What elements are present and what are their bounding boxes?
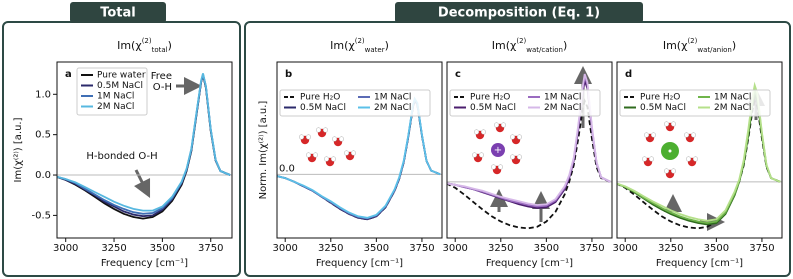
x-axis-label: Frequency [cm⁻¹] [316, 258, 403, 269]
title-part: Im(χ [492, 39, 517, 52]
panel-title: Im(χ(2)wat/anion) [663, 37, 736, 54]
axes-frame [276, 61, 443, 239]
y-tick-label: 0.0 [279, 163, 295, 174]
x-tick-label: 3250 [101, 243, 126, 254]
legend-label: 2M NaCl [714, 103, 751, 113]
x-tick-label: 3000 [612, 243, 637, 254]
x-tick-label: 3750 [198, 243, 223, 254]
legend-frame [76, 67, 148, 116]
legend-label: 0.5M NaCl [300, 103, 346, 113]
legend-label: 1M NaCl [544, 93, 581, 103]
panel-letter: a [65, 69, 72, 80]
legend-label: Pure H₂O [640, 93, 680, 103]
x-tick-label: 3750 [579, 243, 604, 254]
axes-frame [616, 61, 783, 239]
series-line [277, 97, 441, 221]
title-part: (2) [687, 37, 697, 45]
y-tick-label: -0.5 [31, 210, 51, 221]
title-part: Im(χ [663, 39, 688, 52]
x-tick-label: 3500 [704, 243, 729, 254]
title-part: total [152, 46, 168, 54]
legend-label: 2M NaCl [374, 103, 411, 113]
legend-label: Pure H₂O [300, 93, 340, 103]
axes-frame [56, 61, 233, 239]
legend-label: 0.5M NaCl [640, 103, 686, 113]
decomposition-tab [395, 2, 643, 23]
title-part: ) [168, 39, 172, 52]
panel-title: Im(χ(2)water) [330, 37, 389, 54]
title-part: water [365, 46, 385, 54]
series-line [57, 73, 231, 212]
title-part: (2) [142, 37, 152, 45]
axes-frame [446, 61, 613, 239]
y-tick-label: 0.0 [35, 170, 51, 181]
legend-frame [619, 89, 771, 117]
legend-label: Pure H₂O [470, 93, 510, 103]
series-line [277, 96, 441, 219]
title-part: (2) [355, 37, 365, 45]
x-tick-label: 3250 [318, 243, 343, 254]
panel-title: Im(χ(2)wat/cation) [492, 37, 568, 54]
tab-label: Total [100, 6, 136, 21]
legend-label: 0.5M NaCl [97, 81, 143, 91]
x-tick-label: 3750 [749, 243, 774, 254]
panel-letter: c [455, 69, 461, 80]
title-part: wat/cation [526, 46, 563, 54]
x-axis-label: Frequency [cm⁻¹] [101, 258, 188, 269]
legend-label: Pure water [97, 71, 146, 81]
series-line [447, 98, 611, 230]
title-part: ) [385, 39, 389, 52]
tab-label: Decomposition (Eq. 1) [438, 6, 600, 21]
legend-label: 1M NaCl [714, 93, 751, 103]
y-axis-label: Im(χ⁽²⁾) [a.u.] [13, 117, 24, 182]
x-tick-label: 3000 [442, 243, 467, 254]
illustration-cation: + [471, 122, 523, 175]
x-tick-label: 3500 [150, 243, 175, 254]
legend-label: 1M NaCl [97, 92, 134, 102]
annotation: Free O-H [151, 71, 172, 93]
title-part: ) [563, 39, 567, 52]
y-tick-label: 0.5 [35, 130, 51, 141]
x-axis-label: Frequency [cm⁻¹] [486, 258, 573, 269]
illustration-anion [641, 121, 699, 179]
x-tick-label: 3500 [534, 243, 559, 254]
legend-frame [449, 89, 601, 117]
x-tick-label: 3000 [272, 243, 297, 254]
x-tick-label: 3500 [364, 243, 389, 254]
panel-title: Im(χ(2)total) [117, 37, 172, 54]
illustration-water [298, 127, 357, 167]
legend-label: 2M NaCl [97, 102, 134, 112]
title-part: Im(χ [330, 39, 355, 52]
title-part: Im(χ [117, 39, 142, 52]
legend-label: 1M NaCl [374, 93, 411, 103]
series-line [617, 98, 781, 230]
legend-label: 0.5M NaCl [470, 103, 516, 113]
legend-frame [279, 89, 431, 117]
x-axis-label: Frequency [cm⁻¹] [656, 258, 743, 269]
annotation: H-bonded O-H [86, 151, 157, 162]
title-part: ) [732, 39, 736, 52]
series-line [277, 98, 441, 221]
series-line [277, 97, 441, 220]
x-tick-label: 3250 [488, 243, 513, 254]
x-tick-label: 3000 [53, 243, 78, 254]
x-tick-label: 3250 [658, 243, 683, 254]
title-part: wat/anion [697, 46, 732, 54]
panel-letter: d [625, 69, 632, 80]
x-tick-label: 3750 [409, 243, 434, 254]
panel-letter: b [285, 69, 292, 80]
legend-label: 2M NaCl [544, 103, 581, 113]
title-part: (2) [516, 37, 526, 45]
total-tab [70, 2, 166, 23]
svg-text:+: + [494, 145, 502, 156]
y-axis-label: Norm. Im(χ⁽²⁾) [a.u.] [258, 101, 269, 200]
y-tick-label: 1.0 [35, 89, 51, 100]
